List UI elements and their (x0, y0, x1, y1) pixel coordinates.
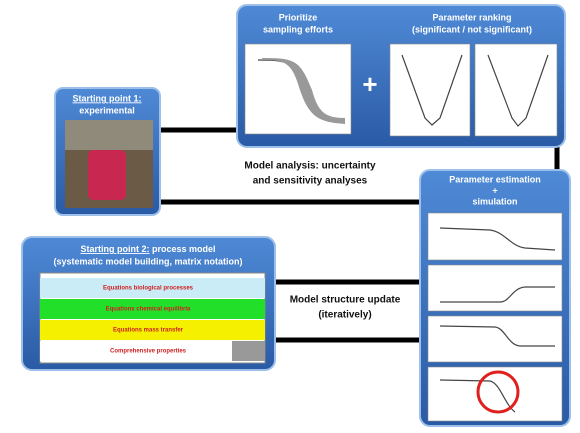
plot-thumbnail (428, 265, 562, 311)
table-row-label: Equations mass transfer (113, 328, 184, 334)
table-row-label: Comprehensive properties (110, 349, 187, 355)
connector-label: Model structure update (290, 295, 401, 306)
box-title: Starting point 1: (73, 93, 142, 103)
box-title-part: process model (149, 244, 215, 254)
table-cell (232, 341, 265, 361)
table-row-label: Equations chemical equilibria (106, 307, 191, 313)
box-label: simulation (472, 196, 517, 206)
plot-thumbnail (428, 213, 562, 260)
box-label: experimental (79, 105, 135, 115)
connector-label: (iteratively) (318, 310, 371, 321)
plot-thumbnail (428, 316, 562, 362)
photo-part (88, 150, 126, 200)
plot-thumbnail (475, 44, 557, 136)
photo-part (65, 120, 153, 150)
box-label: sampling efforts (263, 24, 333, 34)
box-label: (significant / not significant) (412, 24, 532, 34)
box-title: Starting point 2: process model (80, 244, 215, 254)
box-title-part: Starting point 2: (80, 244, 149, 254)
diagram: Prioritize sampling efforts Parameter ra… (0, 0, 580, 433)
connector-label: and sensitivity analyses (253, 176, 368, 187)
plus-sign: + (362, 69, 377, 99)
box-label: + (492, 185, 497, 195)
box-label: Parameter estimation (449, 174, 541, 184)
box-label: (systematic model building, matrix notat… (53, 256, 242, 266)
connector-label: Model analysis: uncertainty (244, 161, 376, 172)
box-label: Prioritize (279, 12, 318, 22)
box-label: Parameter ranking (432, 12, 511, 22)
table-row-label: Equations biological processes (103, 286, 194, 292)
